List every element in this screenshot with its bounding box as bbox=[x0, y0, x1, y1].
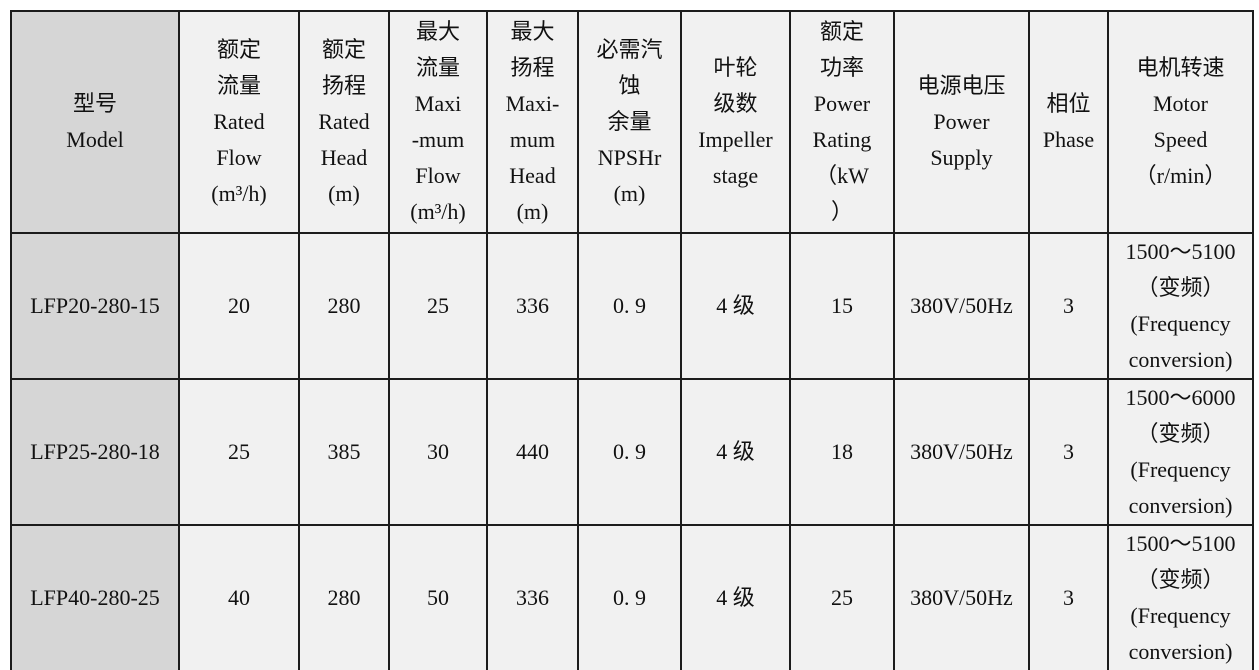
cell-max-flow: 25 bbox=[388, 232, 488, 380]
cell-npshr: 0. 9 bbox=[577, 524, 682, 670]
cell-supply: 380V/50Hz bbox=[893, 232, 1030, 380]
header-cell-npshr: 必需汽 蚀 余量 NPSHr (m) bbox=[577, 10, 682, 234]
cell-rated-flow: 25 bbox=[178, 378, 300, 526]
header-cell-phase: 相位 Phase bbox=[1028, 10, 1109, 234]
cell-impeller: 4 级 bbox=[680, 524, 791, 670]
cell-phase: 3 bbox=[1028, 524, 1109, 670]
header-cell-rated-flow: 额定 流量 Rated Flow (m³/h) bbox=[178, 10, 300, 234]
cell-power: 18 bbox=[789, 378, 895, 526]
cell-rated-head: 385 bbox=[298, 378, 390, 526]
cell-power: 25 bbox=[789, 524, 895, 670]
cell-npshr: 0. 9 bbox=[577, 232, 682, 380]
cell-rated-head: 280 bbox=[298, 524, 390, 670]
cell-max-flow: 50 bbox=[388, 524, 488, 670]
cell-speed: 1500～6000 （变频） (Frequency conversion) bbox=[1107, 378, 1254, 526]
cell-phase: 3 bbox=[1028, 232, 1109, 380]
cell-model: LFP25-280-18 bbox=[10, 378, 180, 526]
cell-rated-flow: 40 bbox=[178, 524, 300, 670]
cell-impeller: 4 级 bbox=[680, 232, 791, 380]
header-cell-max-flow: 最大 流量 Maxi -mum Flow (m³/h) bbox=[388, 10, 488, 234]
header-cell-speed: 电机转速 Motor Speed （r/min） bbox=[1107, 10, 1254, 234]
cell-max-head: 336 bbox=[486, 232, 579, 380]
header-cell-supply: 电源电压 Power Supply bbox=[893, 10, 1030, 234]
table-row: LFP40-280-25 40 280 50 336 0. 9 4 级 25 3… bbox=[10, 524, 1254, 670]
header-cell-power: 额定 功率 Power Rating （kW ） bbox=[789, 10, 895, 234]
table-header-row: 型号 Model 额定 流量 Rated Flow (m³/h) 额定 扬程 R… bbox=[10, 10, 1254, 234]
cell-speed: 1500～5100 （变频） (Frequency conversion) bbox=[1107, 232, 1254, 380]
cell-model: LFP20-280-15 bbox=[10, 232, 180, 380]
cell-phase: 3 bbox=[1028, 378, 1109, 526]
header-cell-rated-head: 额定 扬程 Rated Head (m) bbox=[298, 10, 390, 234]
cell-power: 15 bbox=[789, 232, 895, 380]
cell-npshr: 0. 9 bbox=[577, 378, 682, 526]
cell-supply: 380V/50Hz bbox=[893, 378, 1030, 526]
cell-rated-flow: 20 bbox=[178, 232, 300, 380]
header-cell-impeller: 叶轮 级数 Impeller stage bbox=[680, 10, 791, 234]
cell-impeller: 4 级 bbox=[680, 378, 791, 526]
cell-model: LFP40-280-25 bbox=[10, 524, 180, 670]
header-cell-max-head: 最大 扬程 Maxi- mum Head (m) bbox=[486, 10, 579, 234]
cell-rated-head: 280 bbox=[298, 232, 390, 380]
cell-max-head: 440 bbox=[486, 378, 579, 526]
header-cell-model: 型号 Model bbox=[10, 10, 180, 234]
table-row: LFP25-280-18 25 385 30 440 0. 9 4 级 18 3… bbox=[10, 378, 1254, 526]
table-row: LFP20-280-15 20 280 25 336 0. 9 4 级 15 3… bbox=[10, 232, 1254, 380]
pump-spec-table: 型号 Model 额定 流量 Rated Flow (m³/h) 额定 扬程 R… bbox=[10, 10, 1254, 670]
cell-supply: 380V/50Hz bbox=[893, 524, 1030, 670]
cell-max-head: 336 bbox=[486, 524, 579, 670]
cell-max-flow: 30 bbox=[388, 378, 488, 526]
cell-speed: 1500～5100 （变频） (Frequency conversion) bbox=[1107, 524, 1254, 670]
